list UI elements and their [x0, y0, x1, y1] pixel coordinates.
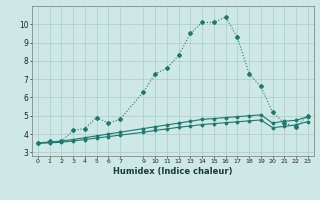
X-axis label: Humidex (Indice chaleur): Humidex (Indice chaleur) — [113, 167, 233, 176]
